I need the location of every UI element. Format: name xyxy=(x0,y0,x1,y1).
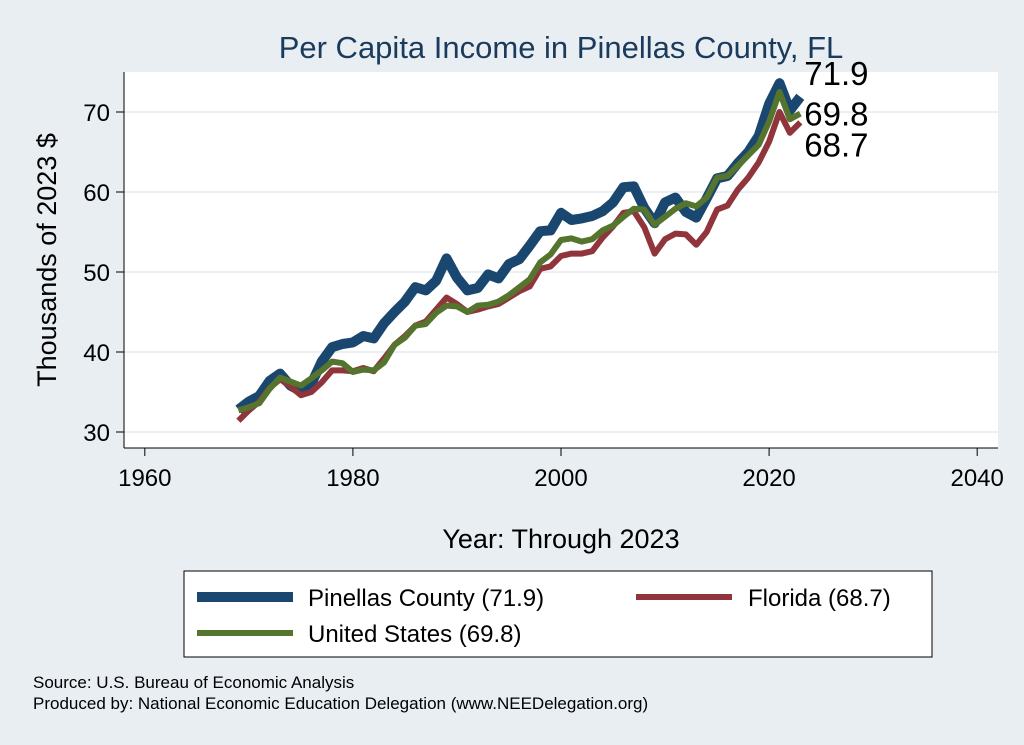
end-label-florida: 68.7 xyxy=(804,126,868,163)
legend-box xyxy=(183,570,933,658)
x-tick-label-1980: 1980 xyxy=(326,465,379,492)
legend: Pinellas County (71.9) Florida (68.7) Un… xyxy=(183,570,933,658)
end-label-pinellas: 71.9 xyxy=(804,55,868,92)
series-line-us xyxy=(237,89,802,414)
source-note: Source: U.S. Bureau of Economic Analysis xyxy=(33,673,354,692)
gridlines xyxy=(124,111,998,433)
end-labels: 71.9 69.868.7 xyxy=(804,55,868,164)
series-lines xyxy=(235,78,805,423)
legend-label-florida: Florida (68.7) xyxy=(748,585,891,612)
x-axis-ticks: 1960 1980 2000 2020 2040 xyxy=(118,448,1004,492)
series-line-florida xyxy=(236,109,803,423)
end-label-us: 69.8 xyxy=(804,96,868,133)
x-tick-label-1960: 1960 xyxy=(118,465,171,492)
legend-label-us: United States (69.8) xyxy=(308,621,521,648)
x-tick-label-2020: 2020 xyxy=(742,465,795,492)
legend-label-pinellas: Pinellas County (71.9) xyxy=(308,585,544,612)
producer-note: Produced by: National Economic Education… xyxy=(33,694,648,713)
x-tick-label-2040: 2040 xyxy=(950,465,1003,492)
x-axis-title: Year: Through 2023 xyxy=(442,524,679,554)
x-tick-label-2000: 2000 xyxy=(534,465,587,492)
y-axis-title: Thousands of 2023 $ xyxy=(32,133,62,387)
y-tick-label-60: 60 xyxy=(83,180,110,207)
y-tick-label-50: 50 xyxy=(83,260,110,287)
y-axis-ticks: 30 40 50 60 70 xyxy=(83,100,124,447)
y-tick-label-30: 30 xyxy=(83,420,110,447)
y-tick-label-40: 40 xyxy=(83,340,110,367)
y-tick-label-70: 70 xyxy=(83,100,110,127)
chart-title: Per Capita Income in Pinellas County, FL xyxy=(279,30,844,65)
